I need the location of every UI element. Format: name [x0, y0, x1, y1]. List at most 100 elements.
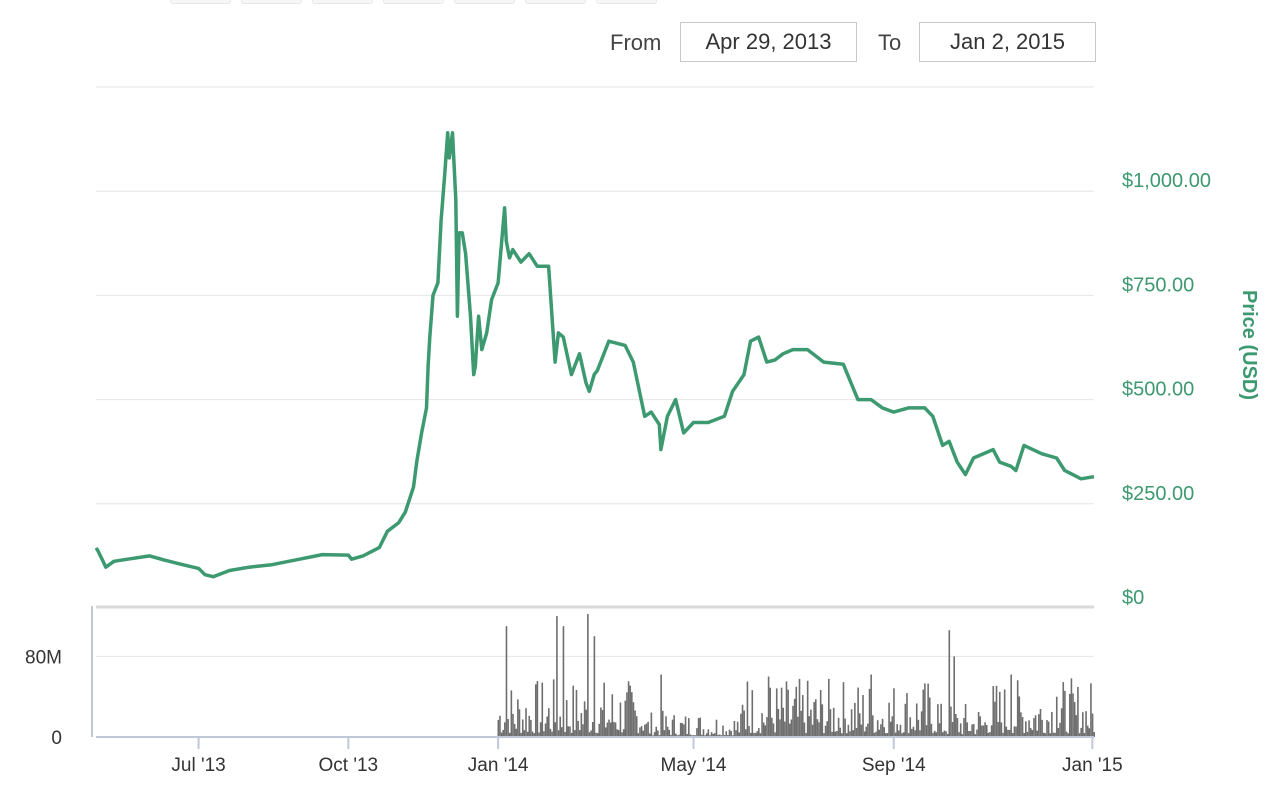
volume-bar: [798, 678, 801, 737]
volume-bar: [600, 707, 602, 737]
volume-bar: [531, 731, 534, 737]
volume-tick-label: 0: [51, 728, 62, 749]
volume-bar: [1018, 696, 1021, 737]
volume-bar: [686, 733, 688, 737]
range-button[interactable]: [170, 0, 231, 4]
volume-bar: [979, 716, 982, 737]
volume-bar: [924, 683, 926, 737]
volume-bar: [858, 713, 861, 737]
range-button[interactable]: [596, 0, 657, 4]
volume-bar: [515, 728, 518, 737]
volume-bar: [557, 730, 560, 737]
volume-bar: [549, 728, 552, 737]
volume-bar: [1029, 727, 1032, 737]
volume-bar: [886, 733, 889, 737]
volume-bar: [578, 730, 581, 737]
to-date-input[interactable]: [919, 22, 1096, 62]
volume-bar: [1000, 722, 1003, 737]
volume-bar: [1054, 732, 1056, 737]
volume-bar: [670, 734, 672, 737]
volume-bar: [1013, 726, 1016, 737]
volume-bar: [508, 732, 511, 737]
volume-bar: [922, 689, 925, 737]
volume-bar: [632, 702, 635, 737]
volume-bar: [588, 732, 591, 737]
volume-bar: [606, 722, 609, 737]
volume-bar: [878, 729, 881, 737]
volume-bar: [930, 723, 933, 737]
volume-bar: [614, 722, 617, 737]
volume-bar: [538, 732, 540, 737]
volume-bar: [828, 678, 830, 737]
volume-bar: [785, 681, 788, 737]
from-date-input[interactable]: [680, 22, 857, 62]
volume-bar: [852, 730, 855, 737]
volume-bar: [688, 718, 690, 737]
volume-bar: [955, 713, 957, 737]
volume-bar: [761, 713, 763, 737]
volume-bar: [701, 734, 703, 737]
volume-bar: [766, 717, 768, 737]
volume-bar: [1083, 733, 1086, 737]
volume-bar: [725, 731, 728, 737]
volume-bar: [572, 685, 575, 737]
volume-bar: [829, 709, 832, 737]
volume-bar: [987, 732, 990, 737]
volume-bar: [717, 734, 719, 737]
volume-bar: [849, 731, 851, 737]
volume-bar: [740, 713, 742, 737]
range-button[interactable]: [525, 0, 586, 4]
volume-bar: [534, 684, 537, 737]
volume-bar: [863, 731, 866, 737]
volume-bar: [699, 717, 702, 737]
volume-bar: [969, 730, 972, 737]
price-tick-label: $500.00: [1122, 379, 1194, 401]
range-button[interactable]: [383, 0, 444, 4]
volume-bar: [544, 723, 547, 737]
volume-bar: [758, 728, 760, 737]
price-line-group: [94, 131, 1095, 579]
volume-bar: [1005, 726, 1008, 737]
volume-bar: [748, 726, 750, 737]
volume-bar: [1064, 690, 1066, 737]
volume-bar: [891, 716, 894, 737]
volume-bar: [909, 717, 912, 737]
volume-bar: [551, 731, 553, 737]
volume-bar: [1055, 696, 1058, 737]
volume-bar: [844, 718, 846, 737]
range-button[interactable]: [454, 0, 515, 4]
volume-bar: [811, 724, 814, 737]
volume-bar: [1090, 683, 1092, 737]
volume-bar: [902, 732, 905, 737]
volume-bar: [867, 723, 869, 737]
volume-bar: [561, 727, 563, 737]
volume-bar: [1033, 718, 1035, 737]
volume-bar: [972, 724, 975, 737]
volume-bar: [1093, 732, 1095, 737]
volume-bar: [684, 716, 687, 737]
volume-bar: [663, 730, 666, 737]
volume-bar: [616, 729, 618, 737]
volume-bar: [728, 729, 731, 737]
volume-bar: [876, 720, 879, 737]
volume-bar: [898, 730, 900, 737]
volume-bar: [587, 614, 589, 737]
range-button[interactable]: [312, 0, 373, 4]
volume-bar: [968, 731, 970, 737]
volume-bar: [1073, 701, 1076, 737]
price-axis: $0 $250.00 $500.00 $750.00 $1,000.00: [1122, 170, 1211, 609]
volume-bar: [813, 701, 815, 737]
volume-bar: [1072, 693, 1074, 737]
volume-bar: [994, 701, 996, 737]
range-button[interactable]: [241, 0, 302, 4]
x-tick-label: Jan '14: [468, 755, 529, 776]
volume-bar: [777, 708, 780, 737]
volume-bar: [896, 724, 899, 737]
volume-bar: [647, 721, 649, 737]
volume-bar: [793, 698, 796, 737]
volume-bar: [1051, 711, 1053, 737]
volume-bar: [552, 679, 555, 737]
volume-bar: [523, 730, 526, 737]
volume-bar: [536, 681, 539, 737]
